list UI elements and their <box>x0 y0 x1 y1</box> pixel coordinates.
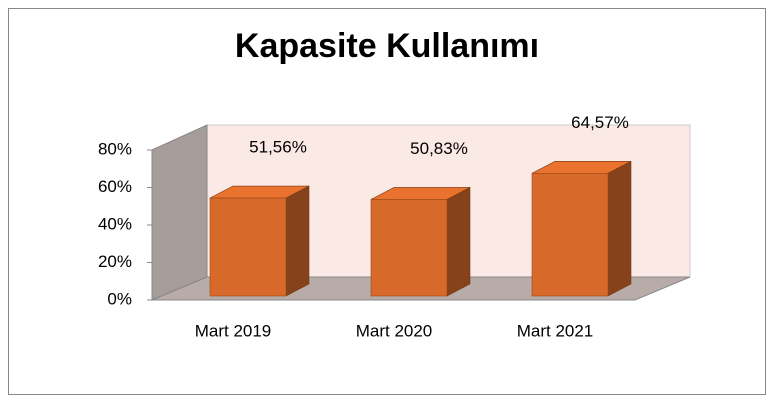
data-label: 50,83% <box>410 139 468 158</box>
chart-title: Kapasite Kullanımı <box>235 27 539 65</box>
bar-side <box>607 160 632 297</box>
x-tick-label: Mart 2021 <box>517 321 594 340</box>
bar-side <box>446 186 471 297</box>
x-tick-label: Mart 2020 <box>356 321 433 340</box>
x-tick-label: Mart 2019 <box>195 321 272 340</box>
y-tick-label: 60% <box>98 177 132 196</box>
y-tick-label: 80% <box>98 139 132 158</box>
y-tick-label: 0% <box>107 289 132 308</box>
bar-side <box>285 185 310 297</box>
bar <box>209 197 287 297</box>
data-label: 64,57% <box>571 113 629 132</box>
bar <box>370 199 448 297</box>
bar <box>531 173 609 297</box>
y-tick-label: 20% <box>98 252 132 271</box>
side-wall <box>151 124 208 301</box>
data-label: 51,56% <box>249 138 307 157</box>
y-tick-label: 40% <box>98 214 132 233</box>
